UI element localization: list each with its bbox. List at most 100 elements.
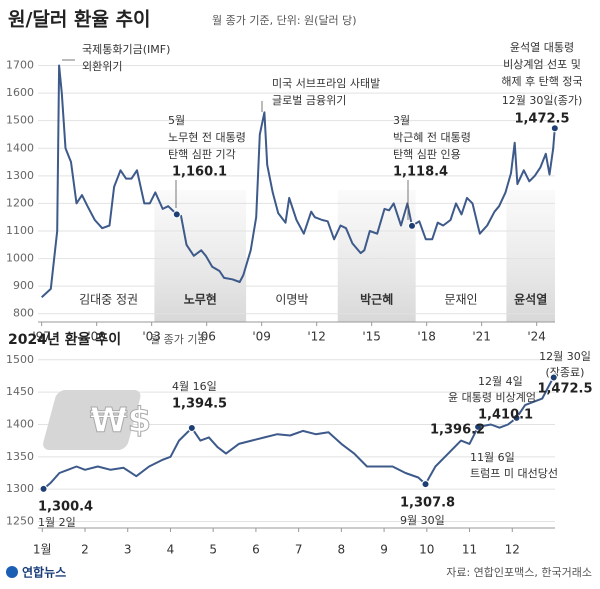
x-tick-label: '06 bbox=[197, 330, 216, 344]
annotation-text: 윤 대통령 비상계엄 bbox=[448, 391, 536, 404]
annotation-text: 탄핵 심판 인용 bbox=[393, 148, 461, 161]
logo: 연합뉴스 bbox=[22, 565, 66, 580]
annotation-text: 11월 6일 bbox=[470, 450, 515, 464]
annotation-value: 1,472.5 bbox=[537, 382, 592, 397]
y-tick-label: 1700 bbox=[6, 59, 34, 72]
annotation-text: 미국 서브프라임 사태발 bbox=[272, 77, 380, 90]
era-label: 이명박 bbox=[275, 293, 308, 307]
annotation-text: 트럼프 미 대선당선 bbox=[470, 467, 558, 480]
era-band bbox=[337, 190, 416, 322]
annotation-text: 국제통화기금(IMF) bbox=[82, 43, 170, 56]
x-tick-label: '97 bbox=[32, 330, 51, 344]
annotation-value: 1,410.1 bbox=[478, 408, 533, 423]
era-label: 박근혜 bbox=[360, 292, 393, 307]
x-tick-label: 1월 bbox=[33, 543, 52, 557]
x-tick-label: 2 bbox=[81, 543, 89, 557]
y-tick-label: 1500 bbox=[6, 353, 34, 366]
y-tick-label: 1300 bbox=[6, 482, 34, 495]
x-tick-label: '21 bbox=[472, 330, 491, 344]
x-tick-label: 9 bbox=[380, 543, 388, 557]
annotation-value: 1,118.4 bbox=[393, 165, 448, 180]
annotation-text: 3월 bbox=[393, 114, 410, 127]
annotation-value: 1,472.5 bbox=[514, 112, 569, 127]
era-label: 노무현 bbox=[184, 292, 217, 307]
era-band bbox=[154, 190, 247, 322]
y-tick-label: 1500 bbox=[6, 114, 34, 127]
annotation-text: 박근혜 전 대통령 bbox=[393, 131, 471, 144]
annotation-text: 글로벌 금융위기 bbox=[272, 94, 346, 107]
annotation-text: 외환위기 bbox=[82, 60, 122, 73]
y-tick-label: 1350 bbox=[6, 450, 34, 463]
x-tick-label: '00 bbox=[87, 330, 106, 344]
chart-title: 2024년 환율 추이 bbox=[8, 331, 121, 348]
annotation-point bbox=[512, 413, 521, 422]
y-tick-label: 900 bbox=[13, 279, 34, 292]
x-tick-label: 5 bbox=[209, 543, 217, 557]
x-tick-label: 8 bbox=[338, 543, 346, 557]
y-tick-label: 1200 bbox=[6, 196, 34, 209]
annotation-text: 노무현 전 대통령 bbox=[168, 131, 246, 144]
annotation-point bbox=[421, 480, 430, 489]
annotation-point bbox=[549, 373, 558, 382]
title: 원/달러 환율 추이 bbox=[8, 9, 151, 31]
annotation-value: 1,307.8 bbox=[400, 496, 455, 511]
era-label: 윤석열 bbox=[514, 292, 547, 307]
y-tick-label: 800 bbox=[13, 307, 34, 320]
y-tick-label: 1000 bbox=[6, 252, 34, 265]
svg-text:₩$: ₩$ bbox=[90, 401, 151, 441]
annotation-text: 윤석열 대통령 bbox=[510, 41, 574, 54]
annotation-value: 1,300.4 bbox=[38, 500, 93, 515]
x-tick-label: '24 bbox=[527, 330, 546, 344]
x-tick-label: 11 bbox=[462, 543, 477, 557]
chart-2024: 2024년 환율 추이 월 종가 기준 1250 1300 1350 1400 1450 15… bbox=[6, 331, 593, 557]
annotation-text: 4월 16일 bbox=[172, 379, 217, 393]
chart-monthly: 김대중 정권 노무현 이명박 박근혜 문재인 윤석열 800 900 1000 1100 1200 1… bbox=[6, 41, 583, 344]
annotation-value: 1,396.2 bbox=[430, 423, 485, 438]
annotation-point bbox=[172, 210, 181, 219]
annotation-value: 1,394.5 bbox=[172, 397, 227, 412]
annotation-value: 1,160.1 bbox=[172, 165, 227, 180]
annotation-point bbox=[550, 124, 559, 133]
annotation-text: 12월 30일(종가) bbox=[502, 93, 583, 107]
y-tick-label: 1600 bbox=[6, 86, 34, 99]
line bbox=[42, 377, 555, 490]
annotation-point bbox=[187, 424, 196, 433]
annotation-text: 9월 30일 bbox=[400, 513, 445, 527]
subtitle: 월 종가 기준, 단위: 원(달러 당) bbox=[212, 14, 357, 27]
x-tick-label: 6 bbox=[252, 543, 260, 557]
era-label: 김대중 정권 bbox=[79, 293, 138, 307]
y-tick-label: 1100 bbox=[6, 224, 34, 237]
currency-icon: ₩$ bbox=[43, 390, 152, 450]
y-tick-label: 1400 bbox=[6, 141, 34, 154]
annotation-text: 탄핵 심판 기각 bbox=[168, 148, 236, 161]
era-band bbox=[506, 190, 555, 322]
chart-subtitle: 월 종가 기준 bbox=[150, 333, 208, 346]
x-tick-label: '15 bbox=[362, 330, 381, 344]
x-tick-label: '03 bbox=[142, 330, 161, 344]
annotation-text: 5월 bbox=[168, 114, 185, 127]
x-tick-label: 7 bbox=[295, 543, 303, 557]
annotation-text: 비상계엄 선포 및 bbox=[503, 58, 581, 71]
x-tick-label: '09 bbox=[252, 330, 271, 344]
x-tick-label: 12 bbox=[505, 543, 520, 557]
x-tick-label: 10 bbox=[419, 543, 434, 557]
annotation-text: 해제 후 탄핵 정국 bbox=[501, 74, 582, 88]
y-tick-label: 1400 bbox=[6, 417, 34, 430]
annotation-text: 1월 2일 bbox=[38, 515, 76, 529]
line bbox=[41, 64, 556, 298]
x-tick-label: '18 bbox=[417, 330, 436, 344]
x-tick-label: 3 bbox=[124, 543, 132, 557]
y-tick-label: 1450 bbox=[6, 385, 34, 398]
annotation-text: 12월 30일 bbox=[539, 349, 591, 363]
x-tick-label: 4 bbox=[167, 543, 175, 557]
annotation-point bbox=[408, 221, 416, 230]
annotation-point bbox=[474, 422, 483, 431]
era-label: 문재인 bbox=[444, 293, 477, 307]
annotation-point bbox=[39, 484, 48, 493]
y-tick-label: 1300 bbox=[6, 169, 34, 182]
y-tick-label: 1250 bbox=[6, 515, 34, 528]
annotation-text: 12월 4일 bbox=[478, 374, 523, 388]
x-tick-label: '12 bbox=[307, 330, 326, 344]
source: 자료: 연합인포맥스, 한국거래소 bbox=[446, 566, 592, 579]
